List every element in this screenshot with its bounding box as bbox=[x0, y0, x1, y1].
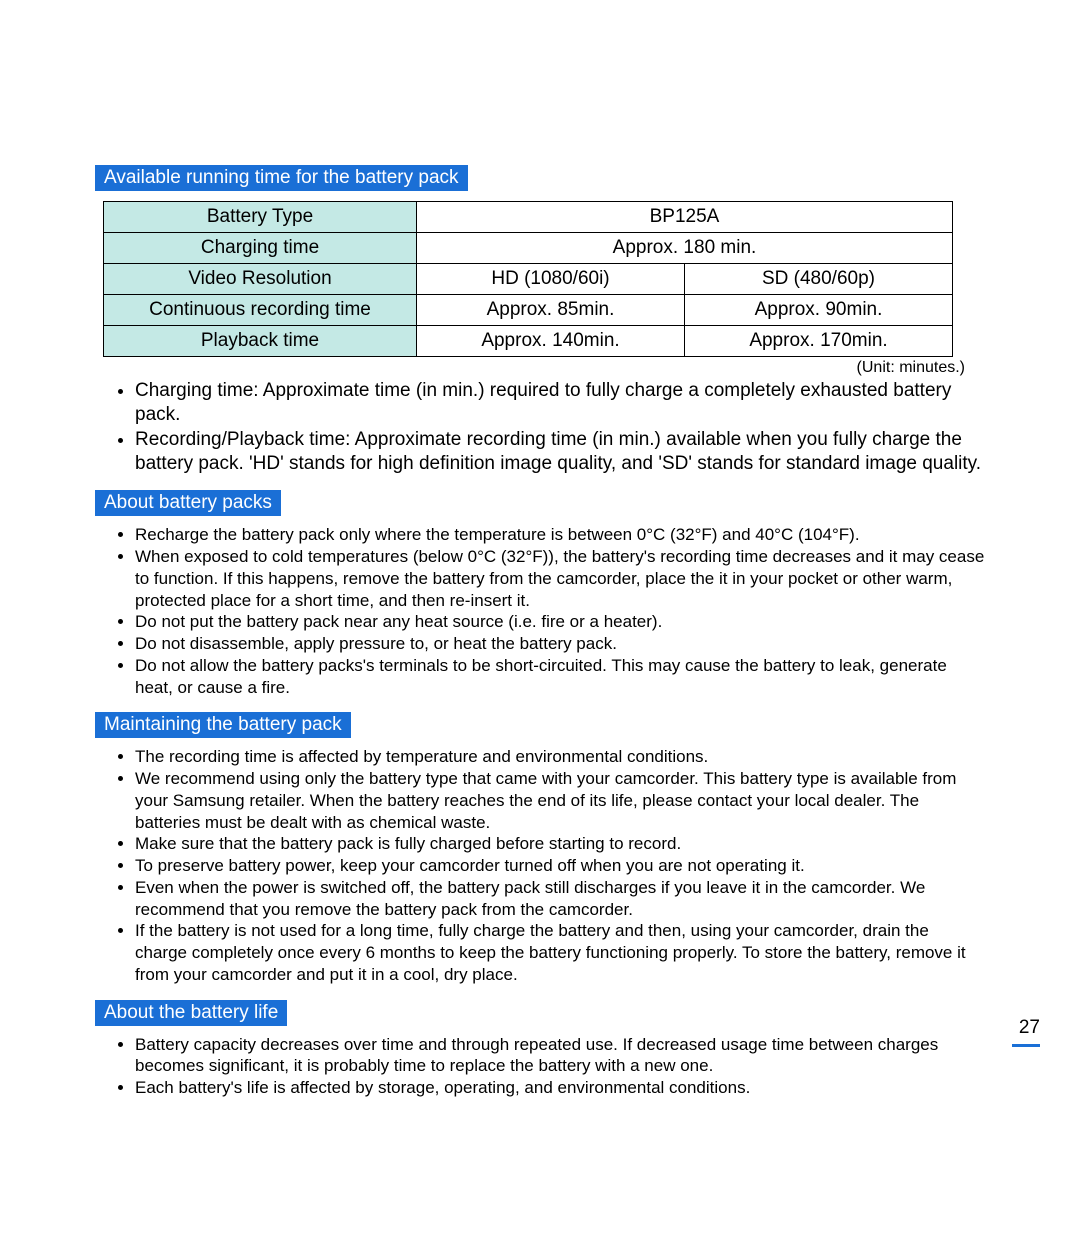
list-item: Battery capacity decreases over time and… bbox=[135, 1034, 995, 1078]
list-item: When exposed to cold temperatures (below… bbox=[135, 546, 995, 611]
page-number: 27 bbox=[1019, 1017, 1040, 1039]
heading-running-time: Available running time for the battery p… bbox=[95, 165, 468, 191]
table-cell: Approx. 140min. bbox=[417, 326, 685, 357]
table-row: Video Resolution HD (1080/60i) SD (480/6… bbox=[104, 264, 953, 295]
list-item: Charging time: Approximate time (in min.… bbox=[135, 379, 995, 428]
page-number-accent bbox=[1012, 1044, 1040, 1047]
list-item: Recharge the battery pack only where the… bbox=[135, 524, 995, 546]
list-item: Recording/Playback time: Approximate rec… bbox=[135, 428, 995, 477]
maintaining-list: The recording time is affected by temper… bbox=[95, 746, 995, 985]
list-item: Do not allow the battery packs's termina… bbox=[135, 655, 995, 699]
list-item: To preserve battery power, keep your cam… bbox=[135, 855, 995, 877]
list-item: We recommend using only the battery type… bbox=[135, 768, 995, 833]
running-time-notes: Charging time: Approximate time (in min.… bbox=[95, 379, 995, 476]
table-header-cell: Continuous recording time bbox=[104, 295, 417, 326]
list-item: Even when the power is switched off, the… bbox=[135, 877, 995, 921]
battery-life-list: Battery capacity decreases over time and… bbox=[95, 1034, 995, 1099]
heading-about-packs: About battery packs bbox=[95, 490, 281, 516]
list-item: Each battery's life is affected by stora… bbox=[135, 1077, 995, 1099]
list-item: Do not disassemble, apply pressure to, o… bbox=[135, 633, 995, 655]
battery-spec-table: Battery Type BP125A Charging time Approx… bbox=[103, 201, 953, 357]
table-cell: Approx. 170min. bbox=[685, 326, 953, 357]
table-cell: Approx. 85min. bbox=[417, 295, 685, 326]
table-cell: SD (480/60p) bbox=[685, 264, 953, 295]
list-item: If the battery is not used for a long ti… bbox=[135, 920, 995, 985]
table-header-cell: Video Resolution bbox=[104, 264, 417, 295]
table-header-cell: Battery Type bbox=[104, 202, 417, 233]
unit-note: (Unit: minutes.) bbox=[95, 359, 965, 377]
list-item: Do not put the battery pack near any hea… bbox=[135, 611, 995, 633]
table-cell: BP125A bbox=[417, 202, 953, 233]
about-packs-list: Recharge the battery pack only where the… bbox=[95, 524, 995, 698]
heading-battery-life: About the battery life bbox=[95, 1000, 287, 1026]
table-row: Battery Type BP125A bbox=[104, 202, 953, 233]
table-row: Playback time Approx. 140min. Approx. 17… bbox=[104, 326, 953, 357]
table-cell: Approx. 180 min. bbox=[417, 233, 953, 264]
table-header-cell: Charging time bbox=[104, 233, 417, 264]
table-row: Continuous recording time Approx. 85min.… bbox=[104, 295, 953, 326]
list-item: The recording time is affected by temper… bbox=[135, 746, 995, 768]
manual-page: Available running time for the battery p… bbox=[0, 0, 1080, 1159]
heading-maintaining: Maintaining the battery pack bbox=[95, 712, 351, 738]
table-cell: Approx. 90min. bbox=[685, 295, 953, 326]
table-cell: HD (1080/60i) bbox=[417, 264, 685, 295]
table-header-cell: Playback time bbox=[104, 326, 417, 357]
table-row: Charging time Approx. 180 min. bbox=[104, 233, 953, 264]
list-item: Make sure that the battery pack is fully… bbox=[135, 833, 995, 855]
